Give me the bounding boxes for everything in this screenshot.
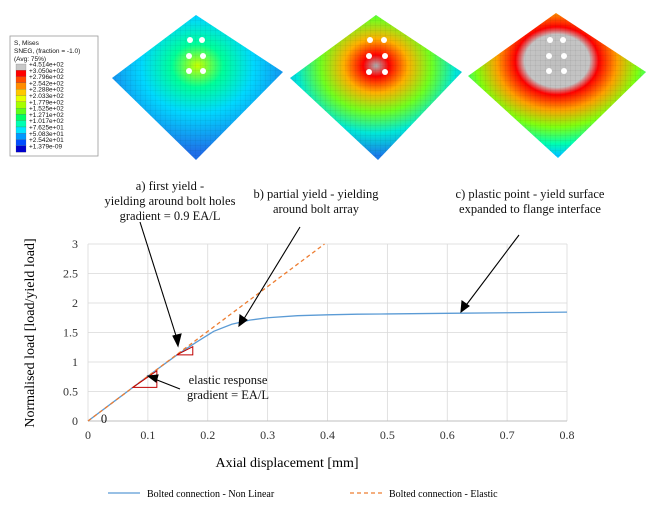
gridlines <box>87 243 568 422</box>
annotation-plastic-point: c) plastic point - yield surface expande… <box>456 187 605 216</box>
annotation-line: gradient = EA/L <box>187 388 269 402</box>
colorbar-swatch <box>15 76 27 83</box>
annotation-line: b) partial yield - yielding <box>254 187 380 201</box>
x-tick-label: 0.8 <box>560 428 575 442</box>
y-tick-labels: 0 0.5 1 1.5 2 2.5 3 <box>63 237 78 428</box>
x-tick-label: 0.4 <box>320 428 335 442</box>
fea-contour-plots <box>112 13 646 160</box>
colorbar-swatch <box>15 107 27 115</box>
x-axis-label: Axial displacement [mm] <box>215 456 358 471</box>
colorbar-label: +2.542e+01 <box>29 137 64 144</box>
legend-label-elastic: Bolted connection - Elastic <box>389 489 498 500</box>
arrowhead <box>460 299 470 314</box>
colorbar-labels: +4.514e+02+3.050e+02+2.796e+02+2.542e+02… <box>29 62 64 151</box>
fea-plot-plastic-point <box>468 13 646 158</box>
series-lines <box>87 243 568 422</box>
colorbar-label: +3.050e+02 <box>29 68 64 75</box>
colorbar-swatch <box>15 133 27 140</box>
stress-colorbar: S, Mises SNEG, (fraction = -1.0) (Avg: 7… <box>9 35 99 157</box>
origin-label: 0 <box>101 412 107 426</box>
colorbar-swatch <box>15 95 27 102</box>
colorbar-title-line: (Avg: 75%) <box>14 56 46 63</box>
x-tick-label: 0.3 <box>260 428 275 442</box>
colorbar-label: +2.288e+02 <box>29 87 64 94</box>
colorbar-label: +2.542e+02 <box>29 80 64 87</box>
x-tick-label: 0.1 <box>140 428 155 442</box>
y-tick-label: 1.5 <box>63 326 78 340</box>
colorbar-label: +1.779e+02 <box>29 99 64 106</box>
arrowhead <box>238 313 248 328</box>
colorbar-swatch <box>15 89 27 96</box>
arrowhead <box>146 374 159 383</box>
colorbar-label: +1.525e+02 <box>29 106 64 113</box>
colorbar-label: +7.625e+01 <box>29 125 64 132</box>
y-axis-label: Normalised load [load/yield load] <box>23 238 38 427</box>
colorbar-swatch <box>15 101 27 109</box>
colorbar-label: +5.083e+01 <box>29 131 64 138</box>
arrow-plastic-point <box>463 234 520 309</box>
colorbar-swatches <box>15 63 27 153</box>
fea-plot-partial-yield <box>290 15 462 160</box>
fea-plot-first-yield <box>112 15 283 160</box>
arrowhead <box>172 333 182 348</box>
annotation-elastic-response: elastic response gradient = EA/L <box>187 373 269 402</box>
colorbar-swatch <box>15 70 27 77</box>
chart-legend: Bolted connection - Non Linear Bolted co… <box>108 489 498 500</box>
y-tick-label: 0 <box>72 414 78 428</box>
colorbar-label: +1.379e-09 <box>29 143 62 150</box>
colorbar-swatch <box>15 139 27 147</box>
annotation-line: a) first yield - <box>136 179 204 193</box>
colorbar-swatch <box>15 145 27 153</box>
annotation-arrows <box>139 221 520 390</box>
annotation-line: c) plastic point - yield surface <box>456 187 605 201</box>
colorbar-label: +1.017e+02 <box>29 118 64 125</box>
arrow-partial-yield <box>241 226 301 323</box>
annotation-line: gradient = 0.9 EA/L <box>120 209 221 223</box>
y-tick-label: 2.5 <box>63 267 78 281</box>
annotation-line: expanded to flange interface <box>459 202 601 216</box>
annotation-partial-yield: b) partial yield - yielding around bolt … <box>254 187 380 216</box>
colorbar-swatch <box>15 120 27 128</box>
colorbar-title-line: S, Mises <box>14 40 40 47</box>
colorbar-swatch <box>15 114 27 121</box>
annotation-line: around bolt array <box>273 202 360 216</box>
annotation-line: yielding around bolt holes <box>105 194 236 208</box>
plot-area: 0 0.1 0.2 0.3 0.4 0.5 0.6 0.7 0.8 0 0.5 1 1.5 2 2.5 3 <box>63 237 575 442</box>
x-tick-label: 0 <box>85 428 91 442</box>
y-tick-label: 3 <box>72 237 78 251</box>
colorbar-label: +1.271e+02 <box>29 112 64 119</box>
x-tick-label: 0.2 <box>200 428 215 442</box>
colorbar-label: +2.033e+02 <box>29 93 64 100</box>
x-tick-label: 0.7 <box>500 428 515 442</box>
annotation-first-yield: a) first yield - yielding around bolt ho… <box>105 179 236 223</box>
series-line-elastic <box>87 243 325 422</box>
colorbar-label: +4.514e+02 <box>29 62 64 69</box>
gradient-triangle-first-yield <box>176 345 194 356</box>
annotation-markers <box>131 345 194 388</box>
arrow-first-yield <box>139 221 179 343</box>
x-tick-label: 0.6 <box>440 428 455 442</box>
colorbar-swatch <box>15 82 27 90</box>
y-tick-label: 1 <box>72 355 78 369</box>
annotation-line: elastic response <box>189 373 268 387</box>
legend-label-nonlinear: Bolted connection - Non Linear <box>147 489 275 500</box>
y-tick-label: 2 <box>72 296 78 310</box>
x-tick-labels: 0 0.1 0.2 0.3 0.4 0.5 0.6 0.7 0.8 <box>85 428 575 442</box>
colorbar-swatch <box>15 63 27 71</box>
colorbar-title-line: SNEG, (fraction = -1.0) <box>14 48 80 55</box>
colorbar-label: +2.796e+02 <box>29 74 64 81</box>
colorbar-swatch <box>15 126 27 134</box>
x-tick-label: 0.5 <box>380 428 395 442</box>
y-tick-label: 0.5 <box>63 385 78 399</box>
